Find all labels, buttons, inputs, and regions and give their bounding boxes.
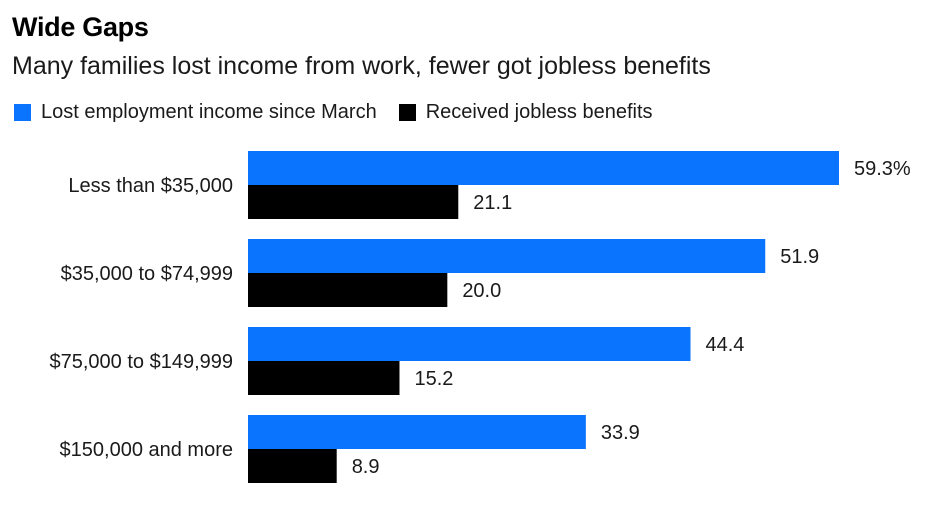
category-label: $150,000 and more bbox=[60, 439, 233, 461]
category-label: Less than $35,000 bbox=[68, 175, 233, 197]
data-label: 8.9 bbox=[352, 456, 380, 478]
data-label: 20.0 bbox=[462, 280, 501, 302]
legend-item-benefits: Received jobless benefits bbox=[398, 101, 653, 124]
category-label: $35,000 to $74,999 bbox=[61, 263, 233, 285]
legend: Lost employment income since March Recei… bbox=[14, 101, 675, 124]
data-label: 21.1 bbox=[473, 192, 512, 214]
bar-lost-income bbox=[248, 239, 766, 273]
bar-jobless-benefits bbox=[248, 449, 337, 483]
chart-subtitle: Many families lost income from work, few… bbox=[12, 52, 711, 80]
bar-lost-income bbox=[248, 415, 586, 449]
chart-title: Wide Gaps bbox=[12, 12, 149, 42]
legend-swatch-lost-income bbox=[14, 104, 31, 121]
data-label: 44.4 bbox=[706, 334, 745, 356]
bar-jobless-benefits bbox=[248, 361, 400, 395]
data-label: 15.2 bbox=[414, 368, 453, 390]
legend-label-benefits: Received jobless benefits bbox=[425, 101, 653, 123]
data-label: 51.9 bbox=[780, 246, 819, 268]
legend-label-lost-income: Lost employment income since March bbox=[41, 101, 377, 123]
legend-item-lost-income: Lost employment income since March bbox=[14, 101, 377, 124]
legend-swatch-benefits bbox=[398, 104, 416, 121]
bar-lost-income bbox=[248, 151, 839, 185]
data-label: 59.3% bbox=[854, 158, 911, 180]
data-label: 33.9 bbox=[601, 422, 640, 444]
category-label: $75,000 to $149,999 bbox=[49, 351, 233, 373]
bar-lost-income bbox=[248, 327, 691, 361]
bar-jobless-benefits bbox=[248, 273, 448, 307]
bar-jobless-benefits bbox=[248, 185, 459, 219]
